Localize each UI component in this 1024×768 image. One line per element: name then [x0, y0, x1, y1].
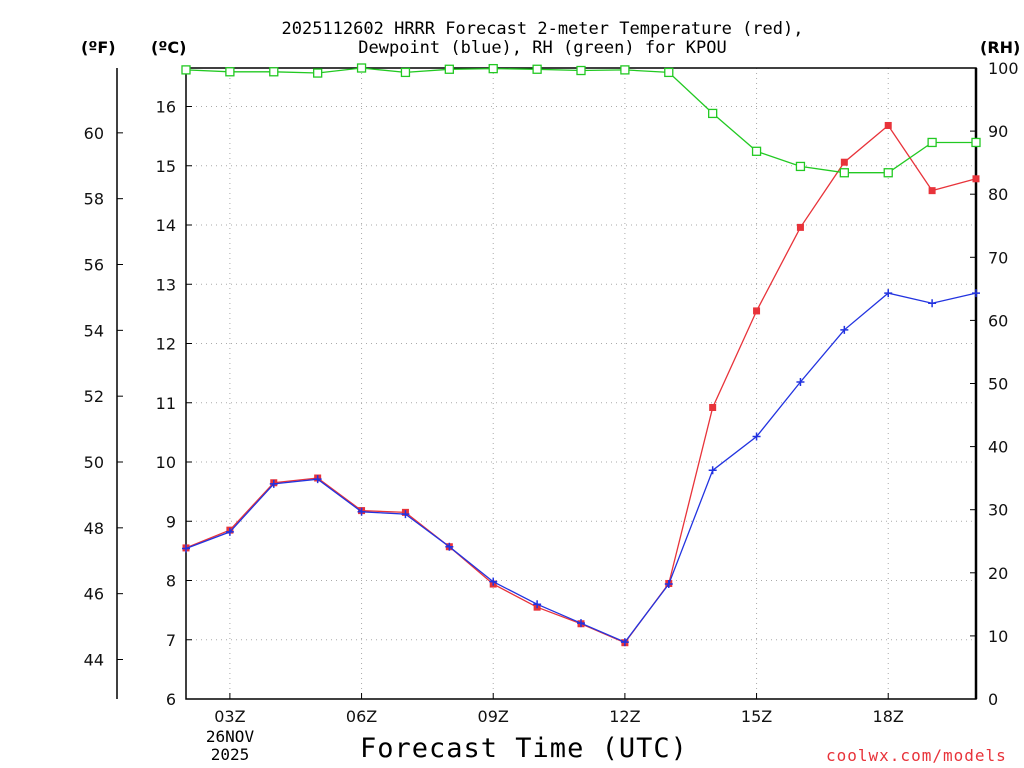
rh-unit-label: (RH) — [980, 38, 1021, 57]
rh-point — [708, 108, 718, 119]
dewpoint-point — [489, 577, 498, 586]
temperature-point — [928, 187, 936, 195]
rh-point — [971, 137, 981, 148]
dewpoint-point — [972, 289, 980, 298]
dewpoint-point — [313, 475, 322, 484]
rh-point — [927, 137, 937, 148]
grid — [186, 68, 976, 700]
fahrenheit-tick-label: 46 — [84, 585, 104, 604]
celsius-tick-label: 9 — [166, 512, 176, 531]
chart-title-line-1: 2025112602 HRRR Forecast 2-meter Tempera… — [281, 19, 804, 39]
dewpoint-point — [840, 325, 849, 334]
rh-point — [269, 67, 279, 77]
rh-point — [795, 161, 806, 172]
rh-tick-label: 50 — [988, 375, 1008, 394]
celsius-unit-label: (ºC) — [151, 38, 187, 57]
fahrenheit-tick-label: 52 — [84, 387, 104, 406]
dewpoint-line — [185, 292, 977, 643]
fahrenheit-tick-label: 60 — [84, 124, 104, 143]
rh-point — [225, 67, 235, 77]
rh-point — [356, 63, 367, 73]
dewpoint-point — [620, 638, 629, 647]
rh-point — [488, 63, 498, 74]
rh-tick-label: 90 — [988, 122, 1008, 141]
fahrenheit-tick-label: 58 — [84, 190, 104, 209]
celsius-tick-label: 6 — [166, 690, 176, 709]
rh-tick-label: 20 — [988, 564, 1008, 583]
series — [181, 63, 981, 647]
celsius-tick-label: 7 — [166, 631, 176, 650]
celsius-tick-label: 8 — [166, 572, 176, 591]
temperature-point — [753, 307, 761, 315]
rh-point — [400, 67, 411, 78]
celsius-tick-label: 12 — [156, 335, 176, 354]
celsius-tick-label: 10 — [156, 453, 176, 472]
rh-point — [444, 64, 454, 74]
rh-point — [576, 65, 586, 76]
rh-tick-label: 30 — [988, 501, 1008, 520]
dewpoint-point — [269, 479, 278, 488]
dewpoint-point — [225, 527, 234, 536]
dewpoint-point — [182, 544, 190, 553]
axes: 6 7 8 9 10 11 12 13 14 15 16 44 46 48 50 52 54 56 58 60 0 10 2… — [84, 59, 1019, 726]
fahrenheit-unit-label: (ºF) — [81, 38, 116, 57]
dewpoint-point — [577, 619, 585, 628]
dewpoint-point — [401, 510, 410, 519]
fahrenheit-tick-label: 50 — [84, 453, 104, 472]
rh-point — [664, 67, 674, 78]
dewpoint-point — [796, 378, 805, 387]
rh-point — [839, 168, 849, 178]
dewpoint-point — [708, 466, 717, 475]
celsius-tick-label: 16 — [156, 98, 176, 117]
dewpoint-point — [664, 580, 673, 589]
temperature-point — [709, 403, 717, 411]
plot-frame — [185, 67, 977, 700]
rh-tick-label: 40 — [988, 438, 1008, 457]
x-tick-label: 15Z — [741, 707, 772, 726]
dewpoint-point — [752, 432, 761, 441]
date-label-day: 26NOV — [205, 727, 255, 746]
x-tick-label: 12Z — [609, 707, 640, 726]
dewpoint-point — [533, 600, 542, 609]
dewpoint-point — [445, 542, 454, 551]
chart-title-line-2: Dewpoint (blue), RH (green) for KPOU — [358, 38, 727, 58]
x-tick-label: 06Z — [346, 707, 377, 726]
temperature-point — [972, 175, 980, 183]
fahrenheit-tick-label: 56 — [84, 256, 104, 275]
rh-line — [185, 67, 976, 174]
source-credit: coolwx.com/models — [826, 746, 1007, 765]
x-tick-label: 09Z — [478, 707, 509, 726]
rh-point — [181, 65, 191, 75]
dewpoint-point — [357, 507, 366, 516]
rh-tick-label: 80 — [988, 185, 1008, 204]
rh-tick-label: 0 — [988, 690, 998, 709]
dewpoint-point — [928, 299, 937, 308]
temperature-line — [185, 124, 977, 644]
date-label-year: 2025 — [210, 745, 250, 764]
rh-point — [532, 64, 542, 74]
rh-tick-label: 70 — [988, 248, 1008, 267]
rh-point — [751, 146, 762, 156]
rh-point — [883, 168, 893, 178]
x-axis-label: Forecast Time (UTC) — [360, 733, 688, 764]
celsius-tick-label: 15 — [156, 157, 176, 176]
x-tick-label: 03Z — [214, 707, 245, 726]
celsius-tick-label: 13 — [156, 275, 176, 294]
x-tick-label: 18Z — [873, 707, 904, 726]
fahrenheit-tick-label: 44 — [84, 651, 104, 670]
rh-tick-label: 10 — [988, 627, 1008, 646]
rh-tick-label: 60 — [988, 311, 1008, 330]
rh-tick-label: 100 — [988, 59, 1019, 78]
temperature-point — [884, 121, 892, 129]
celsius-tick-label: 14 — [156, 216, 176, 235]
fahrenheit-tick-label: 54 — [84, 321, 104, 340]
temperature-point — [840, 158, 848, 166]
temperature-point — [796, 223, 804, 231]
rh-point — [620, 65, 630, 75]
celsius-tick-label: 11 — [156, 394, 176, 413]
rh-point — [313, 68, 323, 78]
dewpoint-point — [884, 289, 893, 298]
fahrenheit-tick-label: 48 — [84, 519, 104, 538]
